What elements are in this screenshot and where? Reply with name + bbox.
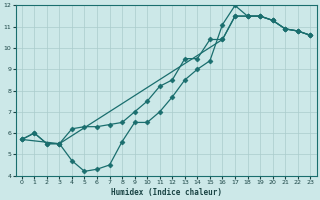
X-axis label: Humidex (Indice chaleur): Humidex (Indice chaleur)	[110, 188, 221, 197]
